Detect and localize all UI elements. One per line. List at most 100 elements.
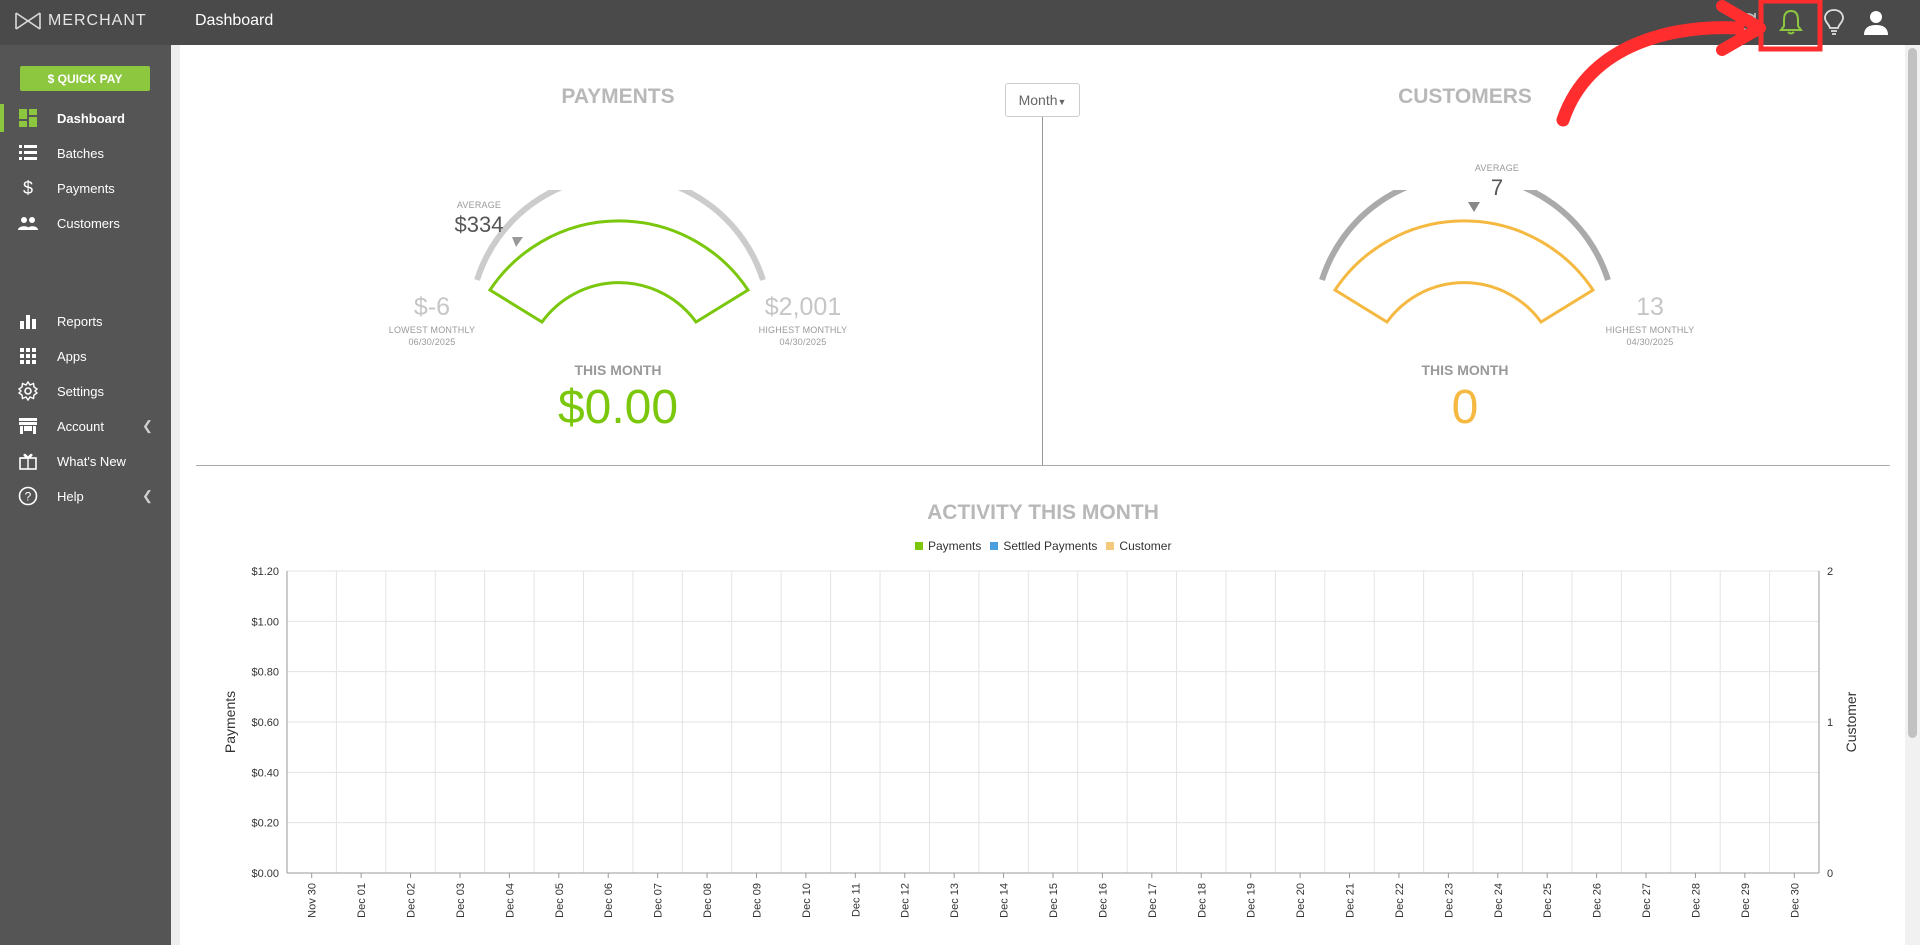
sidebar-item-batches[interactable]: Batches xyxy=(0,137,171,169)
x-tick-label: Dec 29 xyxy=(1740,883,1752,918)
x-tick-label: Dec 28 xyxy=(1690,883,1702,918)
y-tick-label: $0.40 xyxy=(251,767,279,779)
payments-average-value: $334 xyxy=(454,212,504,237)
customers-average-label: AVERAGE xyxy=(1474,163,1520,173)
activity-title: ACTIVITY THIS MONTH xyxy=(927,501,1159,524)
x-tick-label: Dec 03 xyxy=(455,883,467,918)
grid-icon xyxy=(18,347,38,365)
sidebar-item-label: Dashboard xyxy=(57,111,125,126)
customers-average-value: 7 xyxy=(1490,175,1504,200)
y-tick-label: $1.20 xyxy=(251,566,279,578)
period-select-button[interactable]: Month▼ xyxy=(1005,83,1080,117)
sidebar-item-help[interactable]: ? Help ❮ xyxy=(0,480,171,512)
x-tick-label: Dec 25 xyxy=(1542,883,1554,918)
merchant-logo-icon xyxy=(15,12,41,30)
sidebar-item-label: Settings xyxy=(57,384,104,399)
legend-label: Settled Payments xyxy=(1003,539,1098,553)
gear-icon xyxy=(18,381,38,401)
y2-tick-label: 1 xyxy=(1827,717,1833,729)
customers-gauge xyxy=(1319,190,1611,325)
legend-item-customer[interactable]: Customer xyxy=(1106,539,1171,553)
sidebar-item-label: Apps xyxy=(57,349,87,364)
x-tick-label: Dec 20 xyxy=(1295,883,1307,918)
legend-swatch xyxy=(990,542,999,550)
payments-highest-value: $2,001 xyxy=(764,293,842,321)
legend-item-settled-payments[interactable]: Settled Payments xyxy=(990,539,1097,553)
user-icon[interactable] xyxy=(1858,6,1894,38)
x-tick-label: Dec 07 xyxy=(653,883,665,918)
legend-label: Payments xyxy=(928,539,982,553)
x-tick-label: Dec 27 xyxy=(1641,883,1653,918)
payments-lowest-date: 06/30/2025 xyxy=(408,337,456,347)
x-tick-label: Dec 26 xyxy=(1592,883,1604,918)
sidebar-item-label: What's New xyxy=(57,454,126,469)
sidebar-item-label: Customers xyxy=(57,216,120,231)
x-tick-label: Dec 12 xyxy=(900,883,912,918)
brand-logo[interactable]: MERCHANT xyxy=(14,9,147,33)
quick-pay-button[interactable]: $ QUICK PAY xyxy=(20,66,150,91)
lightbulb-icon[interactable] xyxy=(1816,6,1852,38)
x-tick-label: Dec 01 xyxy=(356,883,368,918)
payments-average-label: AVERAGE xyxy=(456,200,502,210)
x-tick-label: Dec 14 xyxy=(999,883,1011,918)
customers-this-month-value: 0 xyxy=(1451,381,1479,434)
sidebar-item-account[interactable]: Account ❮ xyxy=(0,410,171,442)
x-tick-label: Dec 05 xyxy=(554,883,566,918)
top-bar: MERCHANT Dashboard xyxy=(0,0,1920,45)
panel-divider xyxy=(1042,117,1043,465)
svg-text:?: ? xyxy=(25,490,32,504)
legend-item-payments[interactable]: Payments xyxy=(915,539,981,553)
question-icon: ? xyxy=(18,486,38,506)
payments-title: PAYMENTS xyxy=(561,85,675,108)
y-axis-title: Payments xyxy=(222,691,238,753)
scrollbar-thumb[interactable] xyxy=(1908,48,1917,738)
sidebar-item-apps[interactable]: Apps xyxy=(0,340,171,372)
x-tick-label: Dec 04 xyxy=(504,883,516,918)
y2-tick-label: 2 xyxy=(1827,566,1833,578)
x-tick-label: Dec 16 xyxy=(1097,883,1109,918)
x-tick-label: Dec 18 xyxy=(1196,883,1208,918)
sidebar-item-settings[interactable]: Settings xyxy=(0,375,171,407)
payments-highest-label: HIGHEST MONTHLY xyxy=(758,325,848,335)
x-tick-label: Dec 21 xyxy=(1345,883,1357,918)
sidebar-item-label: Account xyxy=(57,419,104,434)
sidebar-item-dashboard[interactable]: Dashboard xyxy=(0,102,171,134)
sidebar-item-label: Batches xyxy=(57,146,104,161)
bell-icon[interactable] xyxy=(1773,6,1809,38)
payments-lowest-value: $-6 xyxy=(413,293,451,321)
sidebar-item-reports[interactable]: Reports xyxy=(0,305,171,337)
y-tick-label: $1.00 xyxy=(251,616,279,628)
sidebar-item-whats-new[interactable]: What's New xyxy=(0,445,171,477)
y-tick-label: $0.20 xyxy=(251,818,279,830)
bar-chart-icon xyxy=(18,312,38,330)
x-tick-label: Dec 06 xyxy=(603,883,615,918)
sidebar-edge xyxy=(171,45,180,945)
y-tick-label: $0.60 xyxy=(251,717,279,729)
page-title: Dashboard xyxy=(195,12,274,29)
x-tick-label: Dec 10 xyxy=(801,883,813,918)
payments-this-month-label: THIS MONTH xyxy=(574,362,662,378)
customers-title: CUSTOMERS xyxy=(1398,85,1532,108)
customers-highest-label: HIGHEST MONTHLY xyxy=(1605,325,1695,335)
highlight-box xyxy=(1758,0,1823,52)
list-icon xyxy=(18,144,38,162)
y-tick-label: $0.00 xyxy=(251,868,279,880)
x-tick-label: Dec 15 xyxy=(1048,883,1060,918)
x-tick-label: Nov 30 xyxy=(307,883,319,918)
legend-label: Customer xyxy=(1119,539,1172,553)
x-tick-label: Dec 19 xyxy=(1246,883,1258,918)
annotation-arrow xyxy=(1556,21,1745,127)
x-tick-label: Dec 09 xyxy=(751,883,763,918)
sidebar-item-label: Help xyxy=(57,489,84,504)
sidebar: $ QUICK PAY Dashboard Batches $ Payments… xyxy=(0,45,171,945)
sidebar-item-customers[interactable]: Customers xyxy=(0,207,171,239)
chevron-left-icon[interactable]: ❮ xyxy=(142,418,153,433)
x-tick-label: Dec 02 xyxy=(406,883,418,918)
dollar-icon: $ xyxy=(22,177,33,198)
customers-this-month-label: THIS MONTH xyxy=(1421,362,1509,378)
gift-icon xyxy=(18,452,38,470)
sidebar-item-payments[interactable]: $ Payments xyxy=(0,172,171,204)
average-marker xyxy=(512,237,523,247)
chevron-left-icon[interactable]: ❮ xyxy=(142,488,153,503)
